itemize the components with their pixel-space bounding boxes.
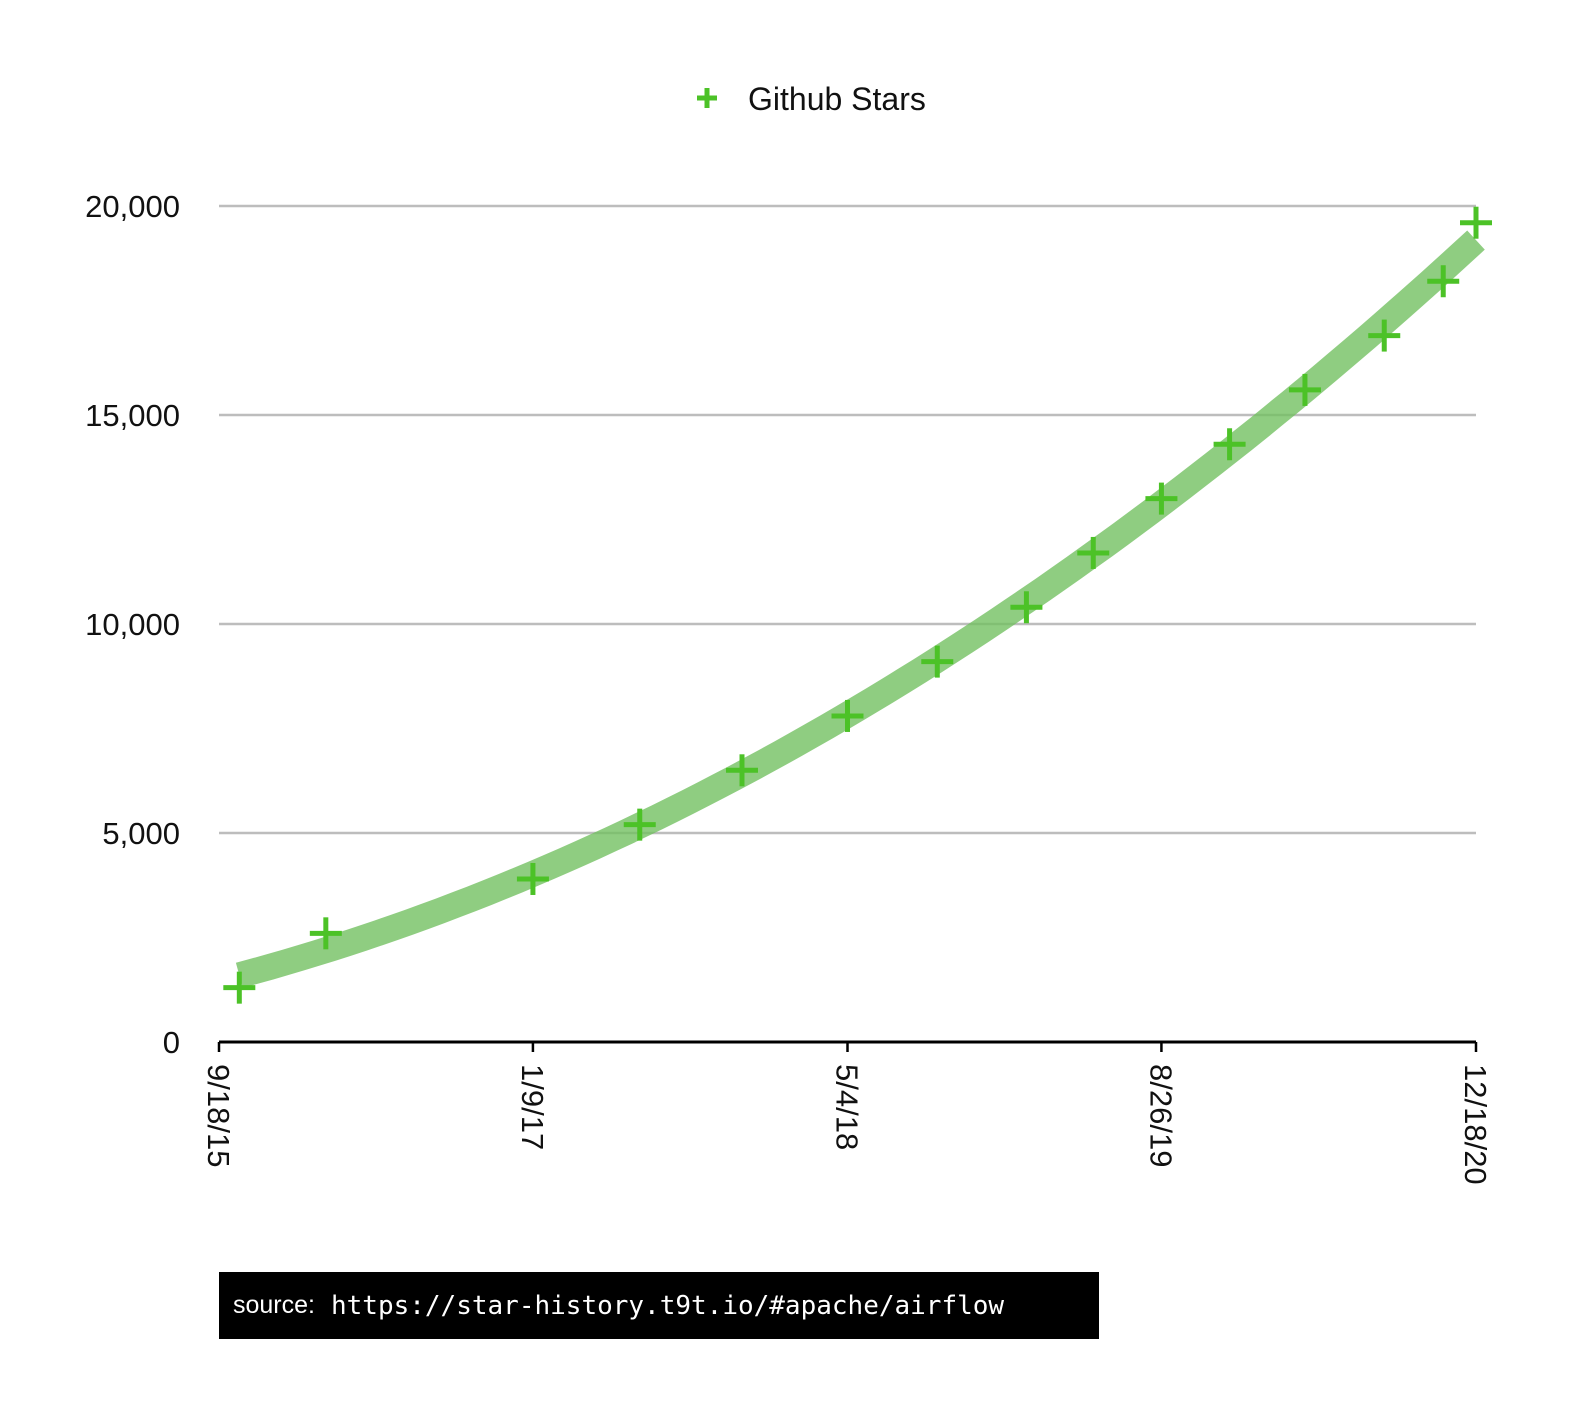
legend-plus-icon — [697, 88, 717, 108]
data-point — [921, 645, 954, 678]
y-axis-ticks: 0 5,000 10,000 15,000 20,000 — [85, 189, 180, 1060]
x-tick-label: 9/18/15 — [201, 1064, 236, 1167]
source-url: https://star-history.t9t.io/#apache/airf… — [330, 1290, 1005, 1321]
data-point — [1077, 536, 1110, 569]
legend-plus-icon-shape — [697, 88, 717, 108]
data-point — [1427, 265, 1460, 298]
y-tick-label: 0 — [163, 1025, 180, 1060]
data-point — [309, 917, 342, 950]
source-label: source: — [233, 1291, 315, 1319]
data-point — [223, 971, 256, 1004]
trendline — [235, 230, 1485, 988]
data-point — [516, 862, 549, 895]
y-tick-label: 15,000 — [85, 398, 180, 433]
data-point — [831, 699, 864, 732]
y-tick-label: 10,000 — [85, 607, 180, 642]
y-tick-label: 5,000 — [102, 816, 180, 851]
legend-entry-github-stars: Github Stars — [748, 81, 926, 117]
data-point — [1213, 428, 1246, 461]
data-point — [623, 808, 656, 841]
x-tick-label: 12/18/20 — [1458, 1064, 1493, 1185]
x-tick-label: 8/26/19 — [1143, 1064, 1178, 1167]
x-tick-label: 5/4/18 — [830, 1064, 865, 1150]
data-point — [725, 754, 758, 787]
y-tick-label: 20,000 — [85, 189, 180, 224]
data-point — [1145, 482, 1178, 515]
source-caption: source: https://star-history.t9t.io/#apa… — [219, 1272, 1099, 1339]
data-points — [223, 206, 1492, 1004]
x-tick-label: 1/9/17 — [515, 1064, 550, 1150]
data-point — [1460, 206, 1492, 239]
trendline-path — [235, 230, 1485, 988]
legend: Github Stars — [697, 81, 926, 117]
gridlines — [219, 204, 1476, 835]
x-axis-ticks: 9/18/15 1/9/17 5/4/18 8/26/19 12/18/20 — [201, 1042, 1493, 1185]
data-point — [1368, 319, 1401, 352]
data-point — [1288, 373, 1321, 406]
data-point — [1010, 591, 1043, 624]
